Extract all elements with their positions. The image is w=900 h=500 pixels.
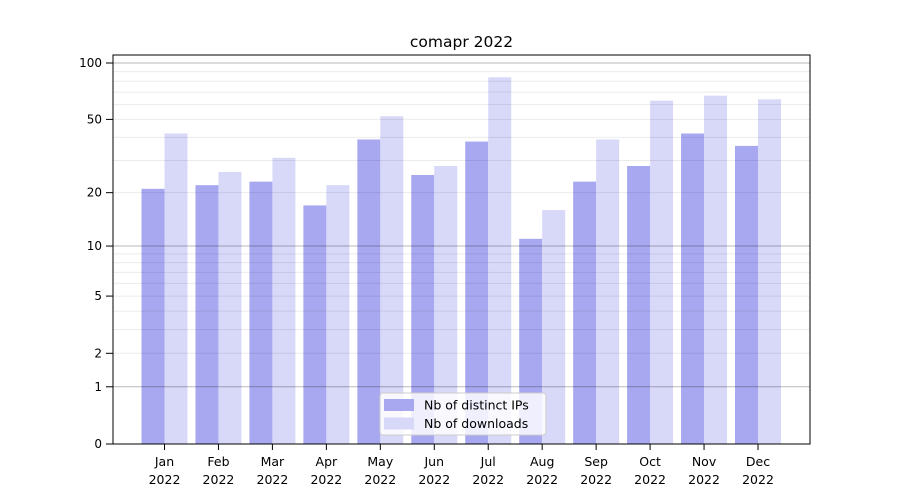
bar-downloads-jun bbox=[434, 166, 458, 444]
bar-distinct-ips-nov bbox=[681, 133, 705, 444]
plot-border bbox=[112, 54, 811, 445]
x-tick-label-jun: Jun bbox=[424, 454, 445, 469]
bar-downloads-mar bbox=[272, 157, 296, 444]
bar-distinct-ips-mar bbox=[249, 181, 273, 444]
x-tick-year-sep: 2022 bbox=[580, 472, 612, 487]
x-tick-label-dec: Dec bbox=[746, 454, 770, 469]
bar-downloads-oct bbox=[650, 100, 674, 445]
x-tick-year-feb: 2022 bbox=[203, 472, 235, 487]
bar-downloads-jan bbox=[164, 133, 188, 444]
bar-downloads-aug bbox=[542, 210, 566, 444]
x-tick-year-aug: 2022 bbox=[526, 472, 558, 487]
x-tick-label-jan: Jan bbox=[154, 454, 174, 469]
x-tick-year-apr: 2022 bbox=[310, 472, 342, 487]
x-tick-label-may: May bbox=[367, 454, 393, 469]
bar-distinct-ips-apr bbox=[303, 205, 327, 444]
y-tick-label-10: 10 bbox=[87, 239, 102, 253]
bar-distinct-ips-dec bbox=[735, 145, 758, 444]
bar-downloads-feb bbox=[218, 171, 242, 445]
legend: Nb of distinct IPs Nb of downloads bbox=[379, 392, 547, 436]
axes-layer: 0 1 2 5 10 20 50 100 Jan 2022 Feb 2022 Mar 2022 Apr 202… bbox=[79, 54, 811, 487]
bar-downloads-may bbox=[380, 116, 404, 445]
y-tick-label-5: 5 bbox=[94, 289, 102, 303]
x-tick-label-nov: Nov bbox=[692, 454, 717, 469]
x-tick-year-jul: 2022 bbox=[472, 472, 504, 487]
grid-layer bbox=[113, 62, 810, 388]
x-tick-label-apr: Apr bbox=[316, 454, 338, 469]
legend-swatch-downloads bbox=[384, 417, 414, 430]
x-tick-label-sep: Sep bbox=[584, 454, 608, 469]
x-tick-label-feb: Feb bbox=[207, 454, 229, 469]
bar-downloads-jul bbox=[488, 77, 512, 444]
y-tick-label-2: 2 bbox=[94, 346, 102, 360]
y-tick-label-1: 1 bbox=[94, 380, 102, 394]
y-tick-label-0: 0 bbox=[94, 437, 102, 451]
x-tick-year-jan: 2022 bbox=[149, 472, 181, 487]
x-tick-label-oct: Oct bbox=[639, 454, 661, 469]
chart-title: comapr 2022 bbox=[410, 33, 513, 51]
x-tick-label-mar: Mar bbox=[261, 454, 285, 469]
bar-distinct-ips-oct bbox=[627, 166, 651, 444]
bar-distinct-ips-sep bbox=[573, 181, 597, 444]
bar-downloads-sep bbox=[596, 139, 620, 444]
x-tick-year-oct: 2022 bbox=[634, 472, 666, 487]
y-tick-label-20: 20 bbox=[87, 186, 102, 200]
legend-box bbox=[379, 392, 547, 436]
bar-downloads-nov bbox=[704, 95, 728, 445]
x-tick-year-mar: 2022 bbox=[257, 472, 289, 487]
bar-distinct-ips-feb bbox=[195, 185, 219, 444]
x-tick-year-jun: 2022 bbox=[418, 472, 450, 487]
bar-downloads-dec bbox=[758, 99, 781, 444]
x-tick-year-may: 2022 bbox=[364, 472, 396, 487]
legend-label-distinct-ips: Nb of distinct IPs bbox=[424, 398, 529, 413]
bar-distinct-ips-jul bbox=[465, 141, 489, 445]
x-tick-label-jul: Jul bbox=[480, 454, 496, 469]
legend-swatch-distinct-ips bbox=[384, 399, 414, 411]
x-tick-year-dec: 2022 bbox=[742, 472, 774, 487]
y-tick-label-50: 50 bbox=[87, 112, 102, 126]
x-tick-year-nov: 2022 bbox=[688, 472, 720, 487]
bar-downloads-apr bbox=[326, 185, 350, 444]
x-tick-label-aug: Aug bbox=[530, 454, 554, 469]
bar-distinct-ips-jun bbox=[411, 175, 435, 444]
legend-label-downloads: Nb of downloads bbox=[424, 416, 528, 431]
bar-distinct-ips-may bbox=[357, 139, 381, 444]
bar-distinct-ips-jan bbox=[141, 188, 165, 444]
y-tick-label-100: 100 bbox=[79, 56, 102, 70]
bars-layer bbox=[141, 77, 781, 445]
